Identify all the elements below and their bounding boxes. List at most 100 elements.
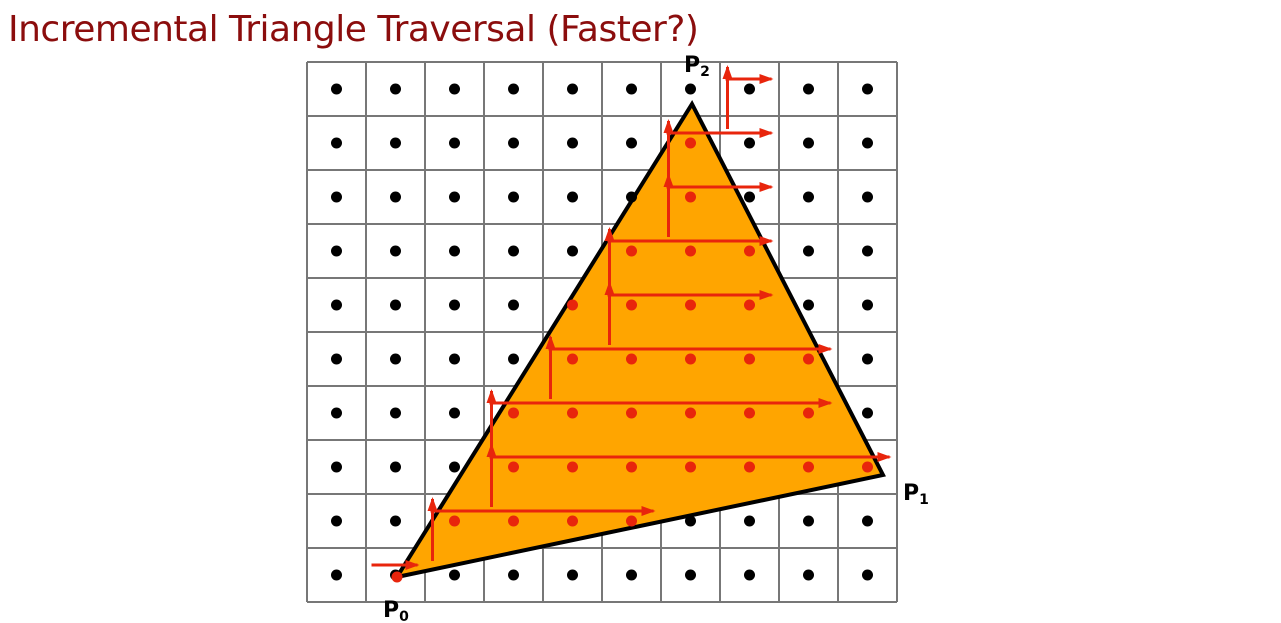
sample-dot	[744, 569, 755, 581]
sample-dot	[744, 137, 755, 149]
covered-sample-dot	[685, 137, 696, 149]
sample-dot	[567, 83, 578, 95]
sample-dot	[390, 299, 401, 311]
sample-dot	[744, 191, 755, 203]
sample-dot	[331, 299, 342, 311]
covered-sample-dot	[508, 407, 519, 419]
sample-dot	[390, 137, 401, 149]
vertex-label-p1: P1	[903, 481, 929, 508]
sample-dot	[508, 83, 519, 95]
covered-sample-dot	[862, 461, 873, 473]
vertex-labels: P0 P1 P2	[383, 53, 929, 623]
sample-dot	[449, 569, 460, 581]
sample-dot	[803, 569, 814, 581]
sample-points	[331, 83, 873, 583]
covered-sample-dot	[567, 515, 578, 527]
covered-sample-dot	[744, 461, 755, 473]
sample-dot	[449, 137, 460, 149]
covered-sample-dot	[685, 461, 696, 473]
start-sample-dot	[391, 571, 403, 583]
sample-dot	[449, 245, 460, 257]
covered-sample-dot	[567, 353, 578, 365]
covered-sample-dot	[567, 461, 578, 473]
slide-title: Incremental Triangle Traversal (Faster?)	[8, 9, 699, 50]
sample-dot	[331, 407, 342, 419]
sample-dot	[449, 83, 460, 95]
covered-sample-dot	[626, 461, 637, 473]
sample-dot	[390, 191, 401, 203]
traversal-path	[371, 65, 892, 570]
vertex-label-p2: P2	[684, 53, 710, 80]
sample-dot	[626, 83, 637, 95]
sample-dot	[331, 353, 342, 365]
sample-dot	[331, 83, 342, 95]
sample-dot	[390, 353, 401, 365]
covered-sample-dot	[803, 407, 814, 419]
sample-dot	[449, 191, 460, 203]
covered-sample-dot	[449, 515, 460, 527]
sample-dot	[508, 299, 519, 311]
sample-dot	[803, 137, 814, 149]
sample-dot	[862, 407, 873, 419]
sample-dot	[331, 137, 342, 149]
sample-dot	[331, 569, 342, 581]
sample-dot	[803, 299, 814, 311]
sample-dot	[567, 569, 578, 581]
covered-sample-dot	[626, 353, 637, 365]
sample-dot	[862, 569, 873, 581]
sample-dot	[390, 515, 401, 527]
covered-sample-dot	[803, 353, 814, 365]
covered-sample-dot	[685, 353, 696, 365]
sample-dot	[390, 461, 401, 473]
sample-dot	[862, 299, 873, 311]
sample-dot	[685, 83, 696, 95]
sample-dot	[567, 191, 578, 203]
sample-dot	[862, 515, 873, 527]
sample-dot	[803, 83, 814, 95]
sample-dot	[803, 191, 814, 203]
vertex-label-p0: P0	[383, 598, 409, 623]
sample-dot	[508, 137, 519, 149]
sample-dot	[862, 353, 873, 365]
sample-dot	[744, 515, 755, 527]
covered-sample-dot	[567, 407, 578, 419]
sample-dot	[331, 515, 342, 527]
covered-sample-dot	[803, 461, 814, 473]
covered-sample-dot	[744, 299, 755, 311]
covered-sample-dot	[508, 461, 519, 473]
sample-dot	[390, 407, 401, 419]
sample-dot	[331, 191, 342, 203]
covered-sample-dot	[685, 191, 696, 203]
covered-sample-dot	[508, 515, 519, 527]
covered-sample-dot	[685, 245, 696, 257]
covered-sample-dot	[744, 407, 755, 419]
covered-sample-dot	[626, 515, 637, 527]
sample-dot	[449, 461, 460, 473]
sample-dot	[685, 515, 696, 527]
sample-dot	[862, 83, 873, 95]
sample-dot	[390, 245, 401, 257]
sample-dot	[508, 353, 519, 365]
sample-dot	[862, 137, 873, 149]
covered-sample-dot	[626, 299, 637, 311]
covered-sample-dot	[626, 407, 637, 419]
sample-dot	[862, 245, 873, 257]
sample-dot	[508, 245, 519, 257]
covered-sample-dot	[744, 245, 755, 257]
sample-dot	[449, 353, 460, 365]
sample-dot	[331, 461, 342, 473]
covered-sample-dot	[626, 245, 637, 257]
sample-dot	[567, 137, 578, 149]
sample-dot	[685, 569, 696, 581]
covered-sample-dot	[567, 299, 578, 311]
sample-dot	[567, 245, 578, 257]
sample-dot	[862, 191, 873, 203]
covered-sample-dot	[685, 299, 696, 311]
sample-dot	[744, 83, 755, 95]
sample-dot	[508, 191, 519, 203]
sample-dot	[390, 83, 401, 95]
triangle	[392, 99, 886, 580]
sample-dot	[331, 245, 342, 257]
sample-dot	[626, 137, 637, 149]
